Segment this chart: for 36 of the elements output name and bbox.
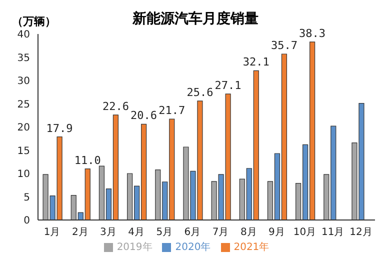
x-tick-label: 1月	[44, 227, 60, 238]
x-tick-label: 4月	[128, 227, 144, 238]
x-tick-label: 11月	[322, 227, 344, 238]
data-label: 11.0	[74, 154, 101, 167]
data-label: 21.7	[158, 104, 186, 118]
data-label: 22.6	[102, 100, 129, 113]
x-tick-label: 7月	[212, 227, 229, 238]
y-tick-label: 15	[17, 146, 30, 157]
data-label: 38.3	[299, 26, 326, 40]
data-label: 27.1	[214, 78, 242, 92]
data-label: 20.6	[130, 109, 158, 122]
data-label: 35.7	[270, 38, 298, 52]
y-tick-label: 40	[17, 30, 30, 41]
legend-label: 2019年	[116, 242, 152, 253]
y-axis-title: （万辆）	[12, 14, 56, 29]
y-tick-label: 20	[17, 122, 30, 134]
y-tick-label: 10	[17, 169, 30, 180]
y-tick-label: 35	[17, 52, 30, 64]
data-label: 32.1	[242, 56, 270, 69]
y-tick-label: 5	[24, 192, 30, 204]
x-tick-label: 10月	[293, 227, 316, 238]
chart-title: 新能源汽车月度销量	[132, 11, 258, 27]
data-label: 17.9	[46, 122, 73, 135]
x-tick-label: 9月	[268, 227, 285, 238]
legend-label: 2020年	[175, 242, 211, 253]
data-label: 25.6	[186, 86, 214, 99]
x-tick-label: 5月	[156, 227, 173, 238]
x-tick-label: 12月	[350, 227, 372, 238]
y-tick-label: 30	[17, 76, 30, 88]
y-tick-label: 0	[24, 216, 30, 227]
x-tick-label: 6月	[184, 227, 201, 238]
x-tick-label: 3月	[100, 227, 116, 238]
x-tick-label: 2月	[72, 227, 88, 238]
y-tick-label: 25	[17, 99, 30, 110]
x-tick-label: 8月	[240, 227, 257, 238]
legend-label: 2021年	[234, 242, 270, 253]
